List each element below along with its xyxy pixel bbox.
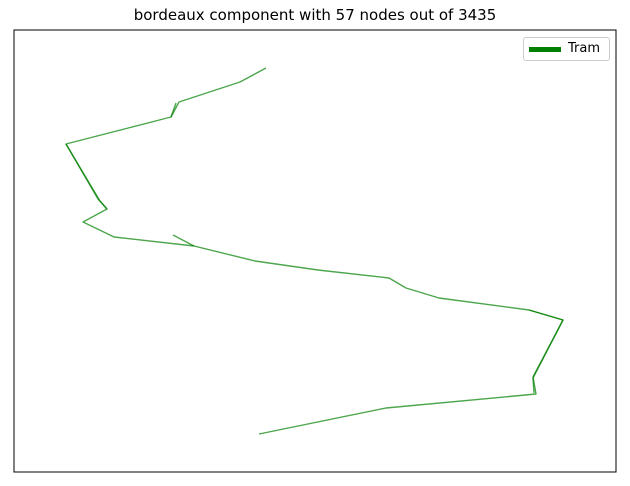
tram-line-segment-3 [65, 143, 108, 210]
tram-line-segment-4 [528, 309, 564, 394]
tram-line-segment-1 [172, 234, 195, 247]
tram-line-segment-2 [170, 102, 177, 118]
tram-line-segment-0 [65, 67, 564, 435]
chart-title: bordeaux component with 57 nodes out of … [133, 6, 497, 24]
series-layer [65, 67, 564, 435]
legend-swatch-tram [529, 47, 561, 52]
plot-frame [13, 29, 617, 473]
legend-label-tram: Tram [568, 41, 601, 56]
legend: Tram [523, 37, 610, 61]
